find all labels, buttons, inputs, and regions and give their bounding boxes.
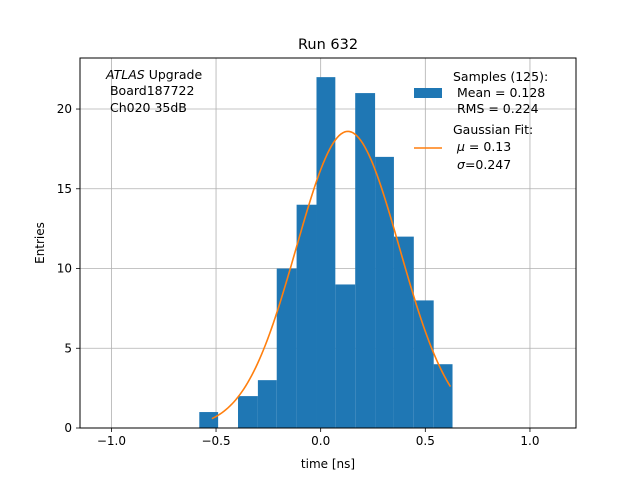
x-tick-label: 0.0 <box>311 434 330 448</box>
histogram-bar <box>393 236 414 428</box>
x-tick-label: 0.5 <box>416 434 435 448</box>
annotation-line-3: Ch020 35dB <box>106 100 187 115</box>
legend-samples-line-1: Samples (125): <box>453 69 548 84</box>
gaussian-fit-line <box>211 130 452 420</box>
y-tick-label: 10 <box>57 262 72 276</box>
annotation-line-1-rest: Upgrade <box>145 67 203 82</box>
histogram-bar <box>199 412 219 428</box>
annotation-line-2: Board187722 <box>106 83 194 98</box>
legend-samples-swatch <box>414 88 442 98</box>
x-tick-label: 1.0 <box>520 434 539 448</box>
sigma-value: =0.247 <box>465 157 511 172</box>
y-axis-label: Entries <box>33 222 47 264</box>
mu-symbol: μ <box>456 139 465 154</box>
annotation-line-1: ATLAS Upgrade <box>105 67 202 82</box>
histogram-bar <box>276 268 297 428</box>
histogram-bar <box>413 300 434 428</box>
legend-fit-mu: μ = 0.13 <box>456 139 511 154</box>
histogram-bar <box>238 396 258 428</box>
legend-samples-line-2: Mean = 0.128 <box>453 85 545 100</box>
histogram-bar <box>257 380 277 428</box>
legend-fit-sigma: σ=0.247 <box>457 157 511 172</box>
legend-samples-line-3: RMS = 0.224 <box>453 101 539 116</box>
y-tick-label: 15 <box>57 182 72 196</box>
legend: Samples (125): Mean = 0.128 RMS = 0.224 … <box>414 69 548 172</box>
histogram-bar <box>296 204 317 428</box>
y-axis-ticks: 0 5 10 15 20 <box>57 102 80 435</box>
mu-value: = 0.13 <box>465 139 511 154</box>
y-tick-label: 0 <box>64 421 72 435</box>
histogram-bar <box>355 93 376 428</box>
histogram-bars <box>199 77 453 428</box>
histogram-bar <box>335 284 356 428</box>
chart-title: Run 632 <box>298 37 358 53</box>
x-axis-ticks: −1.0 −0.5 0.0 0.5 1.0 <box>97 428 540 448</box>
sigma-symbol: σ <box>457 157 466 172</box>
histogram-bar <box>375 156 394 428</box>
atlas-label: ATLAS <box>105 67 145 82</box>
gaussian-fit-curve <box>211 130 452 420</box>
plot-frame <box>79 57 577 429</box>
histogram-bar <box>316 77 336 428</box>
histogram-bar <box>433 364 453 428</box>
y-tick-label: 20 <box>57 102 72 116</box>
annotation-text: ATLAS Upgrade Board187722 Ch020 35dB <box>105 67 202 115</box>
x-axis-label: time [ns] <box>301 457 355 471</box>
y-tick-label: 5 <box>64 341 72 355</box>
x-tick-label: −0.5 <box>201 434 230 448</box>
x-tick-label: −1.0 <box>97 434 126 448</box>
legend-fit-line-1: Gaussian Fit: <box>453 122 533 137</box>
